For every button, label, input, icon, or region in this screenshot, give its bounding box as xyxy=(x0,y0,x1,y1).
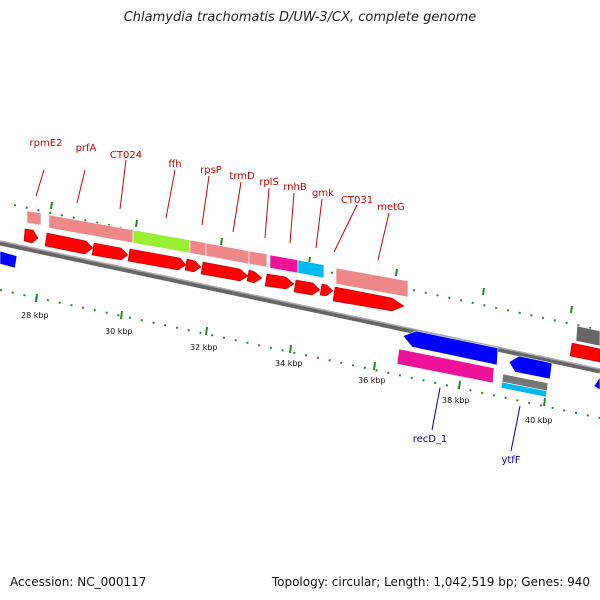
gene-label[interactable]: trmD xyxy=(229,171,255,182)
gene-label[interactable]: prfA xyxy=(76,143,97,154)
gene-label[interactable]: ytfF xyxy=(501,455,520,466)
reverse-gene-labels: recD_1 ytfF xyxy=(413,434,521,466)
cds-arrow[interactable] xyxy=(332,286,405,312)
cds-arrow[interactable] xyxy=(293,279,321,296)
feature-pink-reverse[interactable] xyxy=(396,348,495,384)
tick-label: 30 kbp xyxy=(105,327,133,336)
gene-label[interactable]: rplS xyxy=(259,177,279,188)
cds-arrow[interactable] xyxy=(184,258,202,273)
gene-label[interactable]: metG xyxy=(377,202,405,213)
tick-label: 36 kbp xyxy=(358,376,386,385)
gene-label[interactable]: gmk xyxy=(312,188,334,199)
feature-rpmE2[interactable] xyxy=(26,210,42,226)
map-title: Chlamydia trachomatis D/UW-3/CX, complet… xyxy=(123,10,477,25)
reverse-features xyxy=(0,250,600,398)
cds-arrow[interactable] xyxy=(127,248,187,271)
feature-rpsP[interactable] xyxy=(205,242,250,265)
axis-tick-labels: 28 kbp 30 kbp 32 kbp 34 kbp 36 kbp 38 kb… xyxy=(21,311,553,425)
topology-text: Topology: circular; Length: 1,042,519 bp… xyxy=(271,575,590,589)
cds-arrow[interactable] xyxy=(319,283,334,297)
accession-text: Accession: NC_000117 xyxy=(10,575,147,589)
reverse-leader-lines xyxy=(431,387,521,452)
forward-leader-lines xyxy=(35,159,390,261)
forward-features-row1 xyxy=(26,210,409,298)
feature-metG[interactable] xyxy=(335,267,409,298)
tick-label: 40 kbp xyxy=(525,416,553,425)
feature-cyan-block[interactable] xyxy=(500,381,548,398)
tick-label: 38 kbp xyxy=(442,396,470,405)
cds-arrow-reverse[interactable] xyxy=(593,376,600,391)
feature-rnhB[interactable] xyxy=(297,259,325,279)
gene-label[interactable]: recD_1 xyxy=(413,434,448,445)
tick-label: 34 kbp xyxy=(275,359,303,368)
lower-major-ticks xyxy=(35,293,546,407)
cds-arrow[interactable] xyxy=(246,269,263,284)
gene-label[interactable]: rnhB xyxy=(283,182,307,193)
cds-arrow[interactable] xyxy=(91,242,129,261)
gene-label[interactable]: rpsP xyxy=(200,165,222,176)
forward-cds-arrows xyxy=(23,228,600,363)
tick-label: 28 kbp xyxy=(21,311,49,320)
gene-label[interactable]: rpmE2 xyxy=(30,138,63,149)
feature-trmD[interactable] xyxy=(248,250,268,268)
feature-ffh[interactable] xyxy=(189,239,207,257)
gene-label[interactable]: CT024 xyxy=(110,150,142,161)
upper-major-ticks xyxy=(50,201,573,314)
feature-recD_1[interactable] xyxy=(402,330,499,366)
cds-arrow-reverse[interactable] xyxy=(0,250,18,269)
cds-arrow[interactable] xyxy=(44,232,94,255)
feature-gray-right[interactable] xyxy=(575,325,600,347)
gene-label[interactable]: ffh xyxy=(168,159,181,170)
cds-arrow[interactable] xyxy=(23,228,39,244)
feature-rplS[interactable] xyxy=(269,254,299,274)
forward-gene-labels: rpmE2 prfA CT024 ffh rpsP trmD rplS rnhB… xyxy=(30,138,405,213)
tick-label: 32 kbp xyxy=(190,343,218,352)
genome-backbone xyxy=(0,240,600,374)
feature-ytfF[interactable] xyxy=(508,355,553,380)
cds-arrow[interactable] xyxy=(264,273,295,290)
cds-arrow[interactable] xyxy=(569,342,600,363)
feature-CT024[interactable] xyxy=(132,229,191,254)
cds-arrow[interactable] xyxy=(200,261,249,282)
gene-label[interactable]: CT031 xyxy=(341,195,373,206)
